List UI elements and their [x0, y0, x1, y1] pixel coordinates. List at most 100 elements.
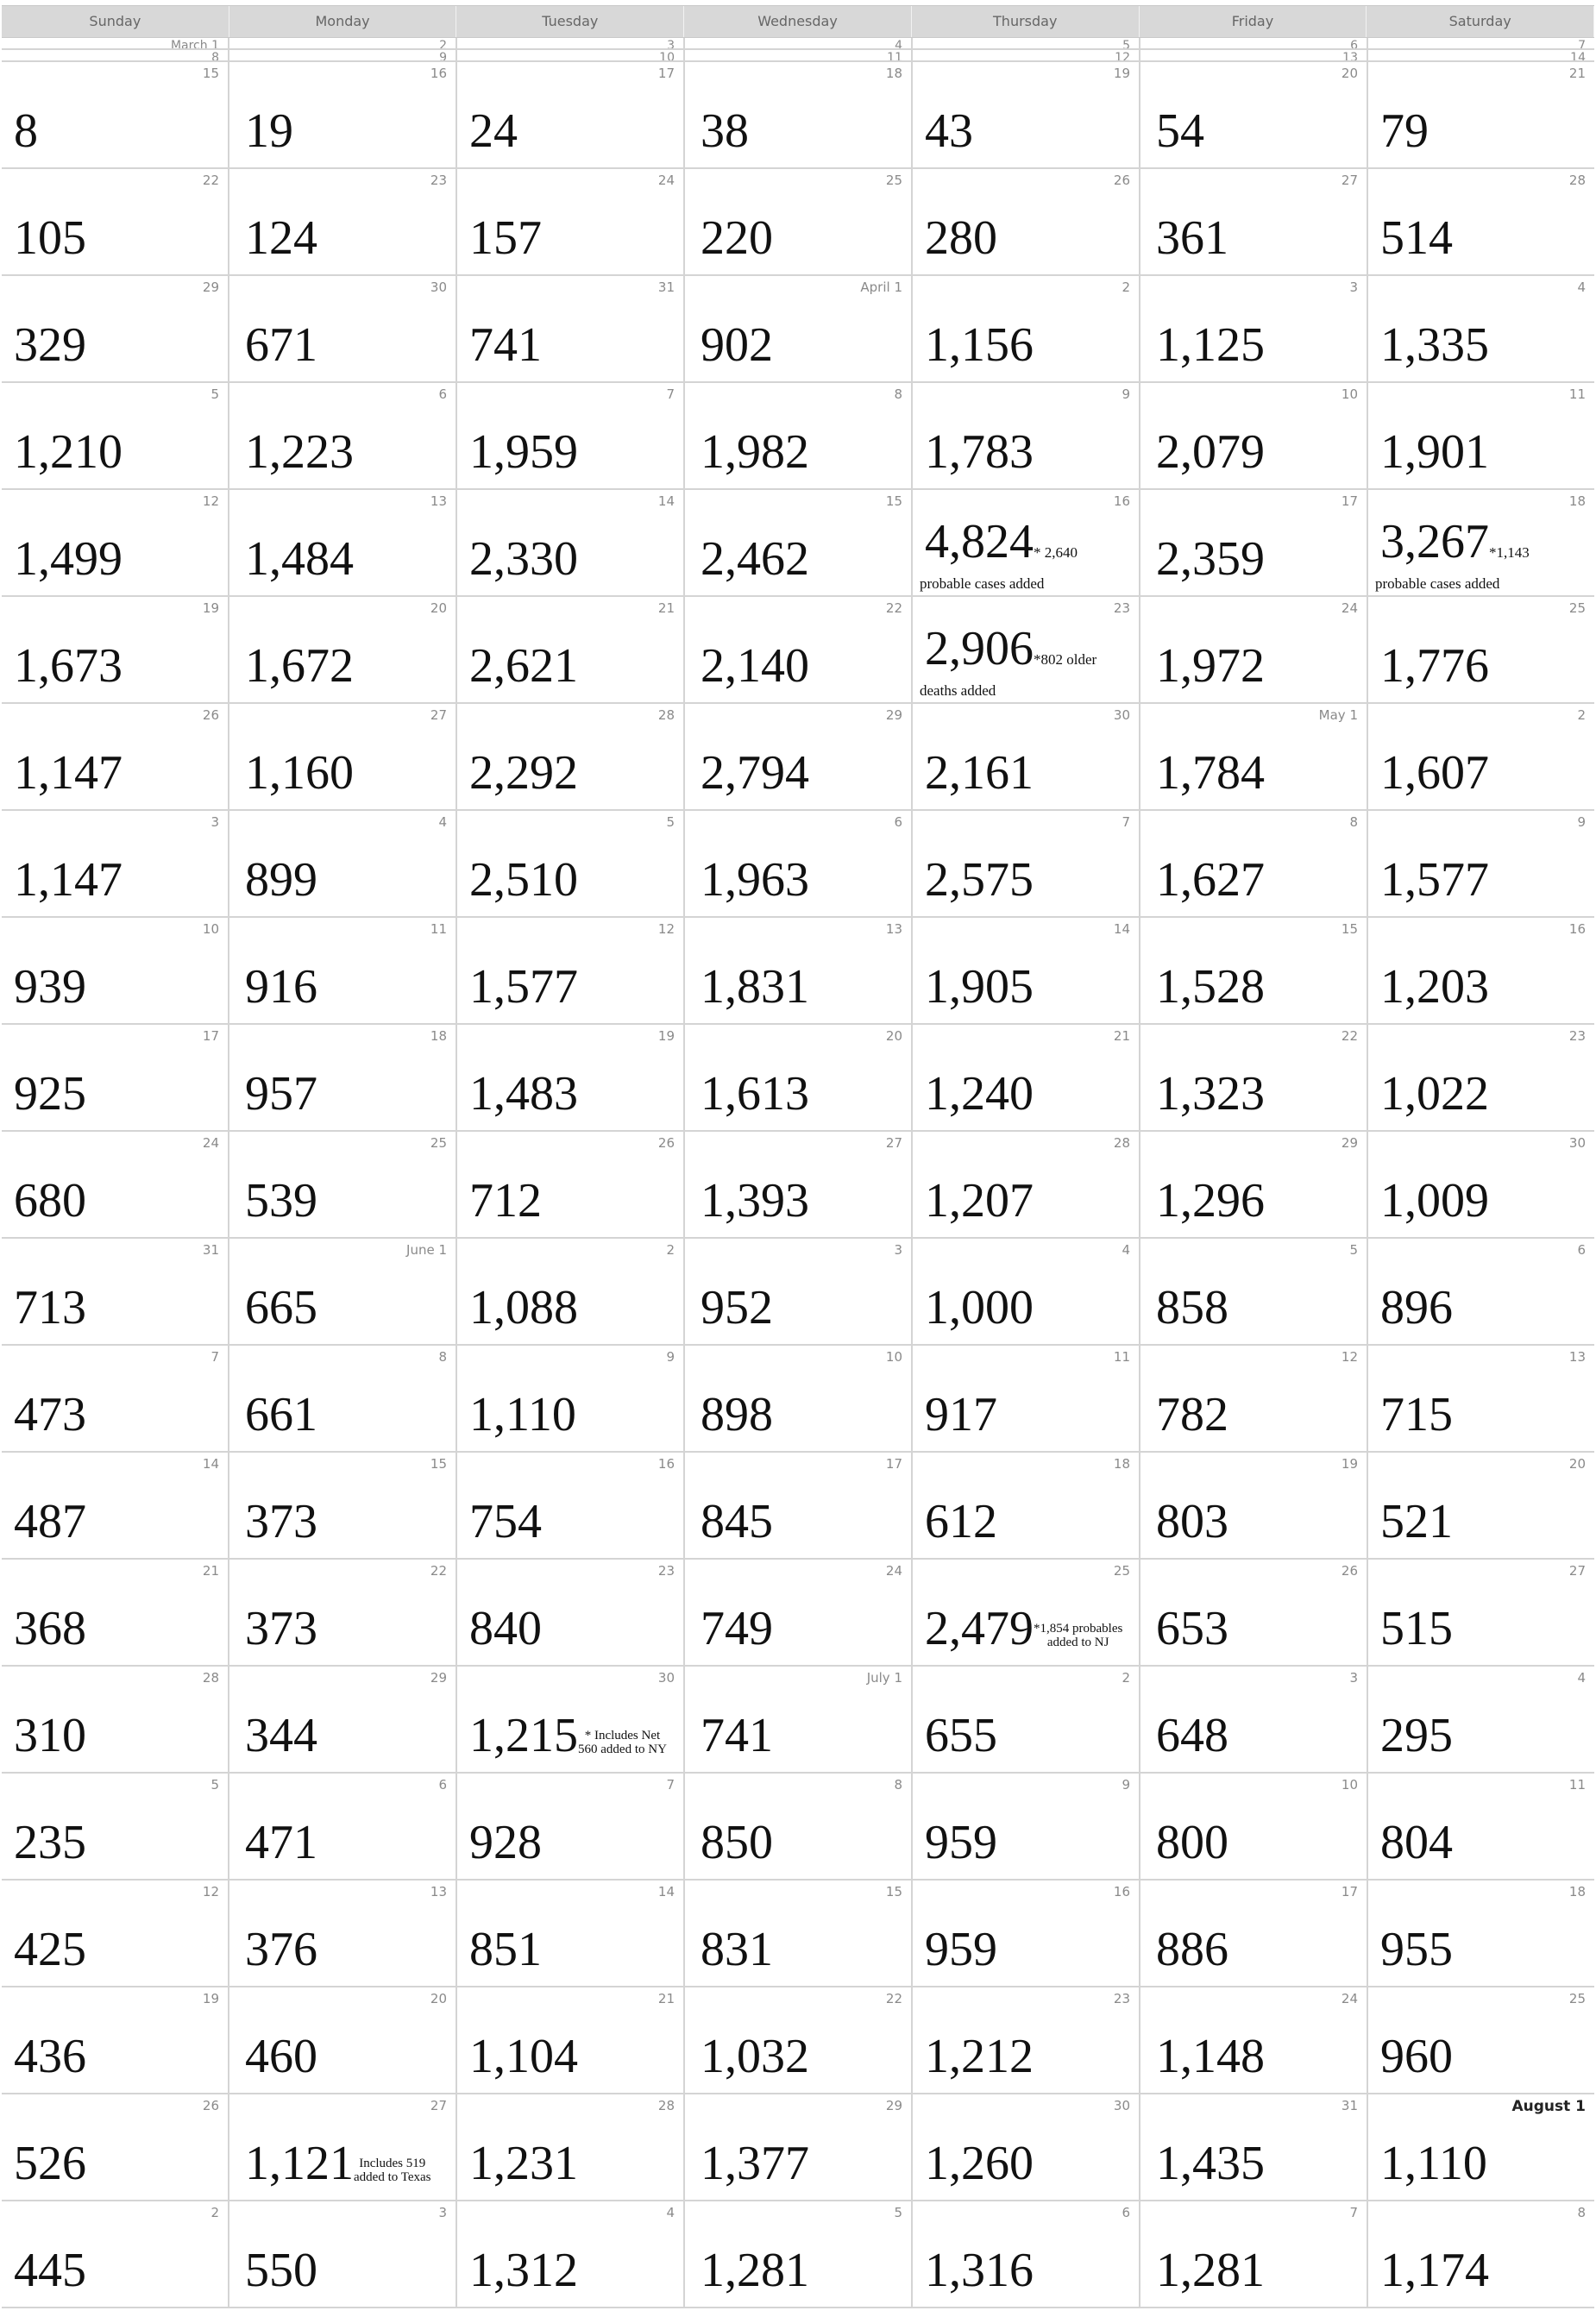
day-cell: 16 19	[229, 62, 457, 167]
daily-count: 24	[469, 107, 518, 155]
daily-count: 680	[14, 1177, 86, 1225]
day-cell: 8 1,982	[685, 383, 913, 488]
count-value: 24	[469, 104, 518, 158]
day-cell: 22 1,032	[685, 1987, 913, 2093]
count-note: *1,854 probables added to NJ	[1034, 1622, 1122, 1650]
day-cell: 29 2,794	[685, 704, 913, 809]
count-value: 1,499	[14, 532, 123, 586]
count-value: 295	[1380, 1709, 1453, 1762]
day-number: 18	[1568, 1884, 1586, 1899]
day-number: 5	[666, 814, 675, 830]
weekday-header: Sunday Monday Tuesday Wednesday Thursday…	[2, 5, 1595, 38]
day-cell: 8 850	[685, 1774, 913, 1879]
count-value: 1,156	[925, 318, 1034, 372]
count-value: 1,147	[14, 853, 123, 907]
daily-count: 54	[1156, 107, 1204, 155]
day-number: 31	[1341, 2098, 1358, 2113]
day-number: 16	[657, 1456, 675, 1472]
day-cell: 15 1,528	[1140, 918, 1368, 1023]
daily-count: 2,510	[469, 856, 578, 904]
day-number: 15	[430, 1456, 447, 1472]
day-cell: 22 105	[2, 169, 229, 274]
daily-count: 1,147	[14, 749, 123, 797]
day-cell: 31 713	[2, 1239, 229, 1344]
count-value: 1,577	[469, 960, 578, 1014]
day-cell: 8 661	[229, 1346, 457, 1451]
day-number: 6	[894, 814, 902, 830]
count-value: 1,215	[469, 1709, 578, 1762]
day-cell: 20 521	[1368, 1453, 1594, 1558]
week-row: 26 526 27 1,121 Includes 519 added to Texas 28…	[2, 2094, 1594, 2201]
daily-count: 8	[14, 107, 38, 155]
day-number: 10	[885, 1349, 902, 1365]
day-cell: 4 295	[1368, 1667, 1594, 1772]
day-cell: 21 368	[2, 1560, 229, 1665]
day-number: 11	[1568, 386, 1586, 402]
count-value: 1,088	[469, 1281, 578, 1334]
day-cell: 4 1,312	[457, 2201, 685, 2307]
count-value: 54	[1156, 104, 1204, 158]
daily-count: 4,824* 2,640	[925, 518, 1078, 566]
count-value: 526	[14, 2137, 86, 2190]
day-number: 23	[1113, 600, 1130, 616]
day-number: 3	[1349, 1670, 1358, 1686]
day-number: April 1	[860, 279, 902, 295]
count-value: 803	[1156, 1495, 1228, 1548]
count-value: 1,148	[1156, 2030, 1265, 2083]
day-cell: 25 220	[685, 169, 913, 274]
day-cell: 9	[229, 50, 457, 60]
count-value: 955	[1380, 1923, 1453, 1976]
day-number: 14	[657, 1884, 675, 1899]
day-cell: 27 515	[1368, 1560, 1594, 1665]
week-row: 19 1,673 20 1,672 21 2,621 22 2,140 23 deaths add…	[2, 597, 1594, 704]
day-number: March 1	[170, 39, 219, 48]
daily-count: 1,776	[1380, 642, 1489, 690]
day-cell: 25 960	[1368, 1987, 1594, 2093]
daily-count: 2,161	[925, 749, 1034, 797]
count-value: 1,223	[245, 425, 354, 479]
day-number: 15	[202, 66, 219, 81]
daily-count: 1,783	[925, 428, 1034, 476]
count-value: 1,627	[1156, 853, 1265, 907]
day-cell: 20 460	[229, 1987, 457, 2093]
day-cell: 4 899	[229, 811, 457, 916]
day-cell: 25 539	[229, 1132, 457, 1237]
daily-count: 550	[245, 2246, 317, 2295]
daily-count: 344	[245, 1711, 317, 1760]
day-cell: 26 1,147	[2, 704, 229, 809]
day-cell: 27 361	[1140, 169, 1368, 274]
day-number: 18	[1113, 1456, 1130, 1472]
day-number: 9	[1122, 1777, 1130, 1793]
day-cell: 24 157	[457, 169, 685, 274]
count-value: 361	[1156, 211, 1228, 265]
count-value: 539	[245, 1174, 317, 1228]
daily-count: 1,147	[14, 856, 123, 904]
count-value: 858	[1156, 1281, 1228, 1334]
day-number: 15	[885, 493, 902, 509]
count-value: 845	[701, 1495, 773, 1548]
count-value: 2,510	[469, 853, 578, 907]
day-cell: 16 754	[457, 1453, 685, 1558]
day-number: 28	[202, 1670, 219, 1686]
daily-count: 521	[1380, 1498, 1453, 1546]
day-number: 17	[1341, 493, 1358, 509]
daily-count: 886	[1156, 1925, 1228, 1974]
daily-count: 1,901	[1380, 428, 1489, 476]
day-cell: 26 712	[457, 1132, 685, 1237]
day-number: 5	[1349, 1242, 1358, 1258]
daily-count: 896	[1380, 1284, 1453, 1332]
count-value: 514	[1380, 211, 1453, 265]
count-note: *802 older	[1034, 651, 1097, 668]
daily-count: 1,125	[1156, 321, 1265, 369]
day-number: 28	[657, 2098, 675, 2113]
daily-count: 487	[14, 1498, 86, 1546]
day-number: 3	[438, 2205, 447, 2220]
count-value: 1,281	[1156, 2244, 1265, 2297]
day-cell: 31 1,435	[1140, 2094, 1368, 2200]
day-number: 2	[666, 1242, 675, 1258]
week-row: 7 473 8 661 9 1,110 10 898 11 917 12 782 13 715	[2, 1346, 1594, 1453]
daily-count: 928	[469, 1818, 542, 1867]
day-number: 5	[210, 1777, 219, 1793]
count-value: 368	[14, 1602, 86, 1655]
day-number: 11	[1113, 1349, 1130, 1365]
